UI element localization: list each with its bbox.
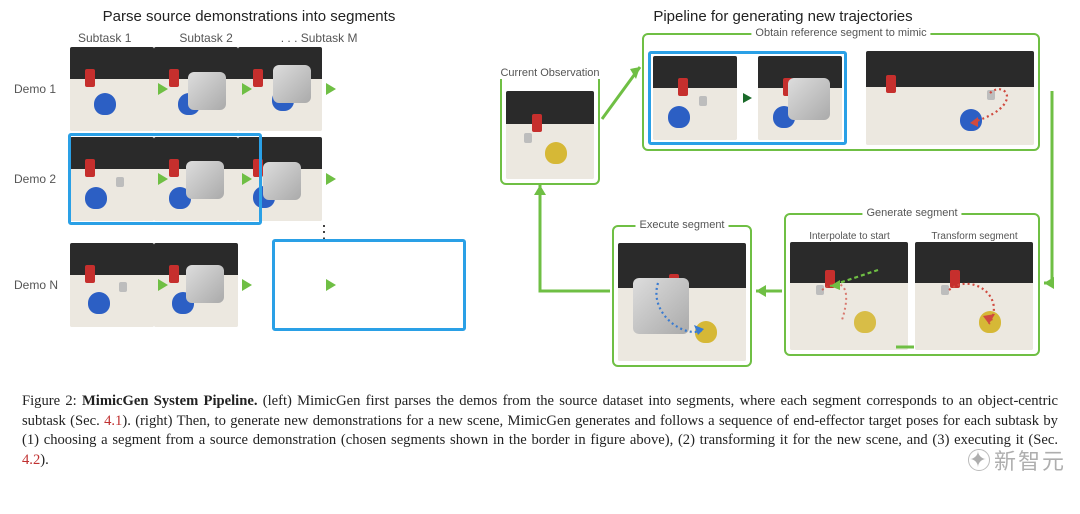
demo-frame [70, 137, 154, 221]
arrow-icon [242, 83, 252, 95]
subtask-label: Subtask 2 [179, 31, 232, 45]
figure-area: Parse source demonstrations into segment… [0, 0, 1080, 388]
vertical-dots-icon: ⋮ [14, 227, 484, 243]
pipeline-flowchart: Current Observation Obtain reference seg… [496, 29, 1070, 377]
flow-arrows [496, 29, 1066, 379]
caption-title: MimicGen System Pipeline. [82, 393, 257, 409]
arrow-icon [326, 83, 336, 95]
arrow-icon [326, 279, 336, 291]
section-ref: 4.2 [22, 452, 40, 468]
subtask-label: . . . Subtask M [281, 31, 358, 45]
left-panel: Parse source demonstrations into segment… [0, 0, 490, 388]
demo-frame [70, 243, 154, 327]
demo-grid: Demo 1 Demo 2 ⋮ [14, 47, 484, 327]
demo-row-n: Demo N [14, 243, 484, 327]
caption-text: ). [40, 452, 49, 468]
section-ref: 4.1 [104, 413, 122, 429]
arrow-icon [326, 173, 336, 185]
left-panel-title: Parse source demonstrations into segment… [14, 8, 484, 25]
figure-label: Figure 2: [22, 393, 77, 409]
arrow-icon [158, 83, 168, 95]
subtask-labels: Subtask 1 Subtask 2 . . . Subtask M [14, 29, 484, 47]
arrow-icon [242, 279, 252, 291]
demo-frame [70, 47, 154, 131]
row-label: Demo 1 [14, 82, 70, 96]
arrow-icon [158, 173, 168, 185]
arrow-icon [158, 279, 168, 291]
right-panel-title: Pipeline for generating new trajectories [496, 8, 1070, 25]
demo-row-1: Demo 1 [14, 47, 484, 131]
caption-text: ). (right) Then, to generate new demonst… [22, 413, 1058, 449]
right-panel: Pipeline for generating new trajectories… [490, 0, 1080, 388]
arrow-icon [242, 173, 252, 185]
figure-caption: Figure 2: MimicGen System Pipeline. (lef… [22, 392, 1058, 471]
demo-row-2: Demo 2 [14, 137, 484, 221]
subtask-label: Subtask 1 [78, 31, 131, 45]
row-label: Demo N [14, 278, 70, 292]
row-label: Demo 2 [14, 172, 70, 186]
